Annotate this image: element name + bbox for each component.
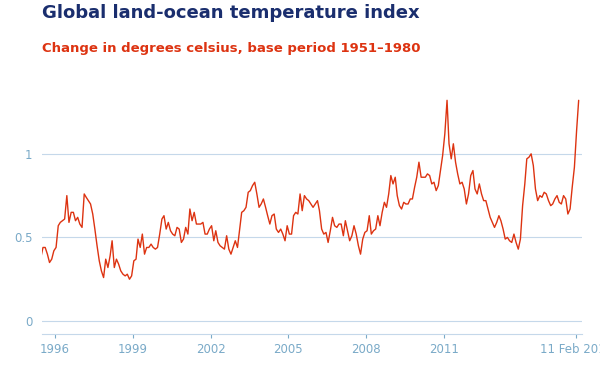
Text: Change in degrees celsius, base period 1951–1980: Change in degrees celsius, base period 1…: [42, 42, 421, 55]
Text: Global land-ocean temperature index: Global land-ocean temperature index: [42, 4, 419, 22]
